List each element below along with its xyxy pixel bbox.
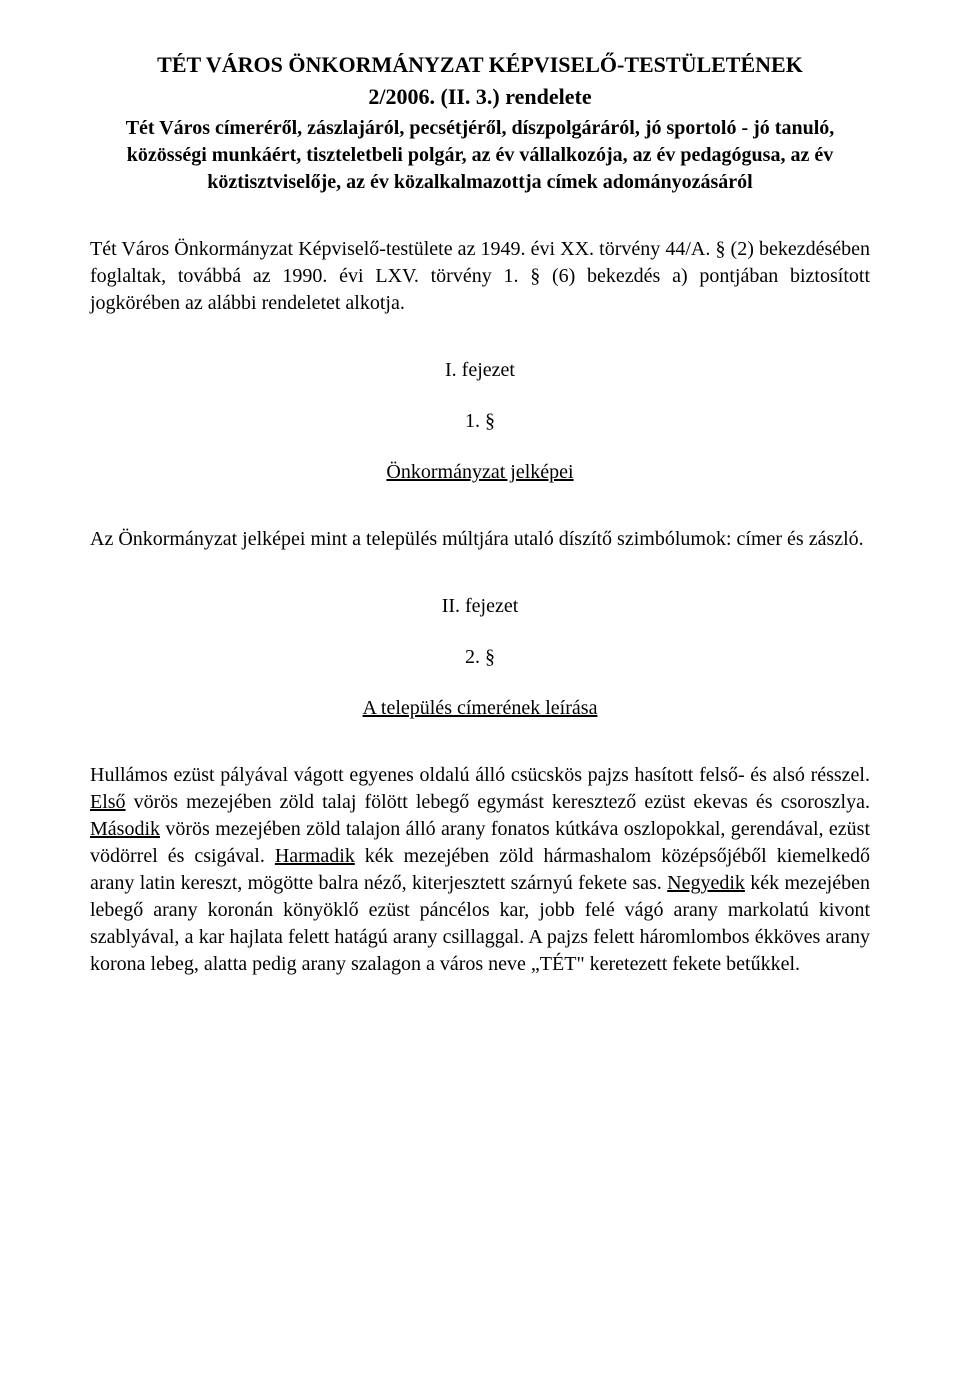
fourth-label: Negyedik: [667, 872, 745, 894]
document-title: TÉT VÁROS ÖNKORMÁNYZAT KÉPVISELŐ-TESTÜLE…: [90, 50, 870, 80]
chapter-2-heading: II. fejezet: [90, 593, 870, 620]
document-subtitle: 2/2006. (II. 3.) rendelete: [90, 82, 870, 112]
chapter-2-body: Hullámos ezüst pályával vágott egyenes o…: [90, 762, 870, 978]
second-label: Második: [90, 818, 160, 840]
section-2-number: 2. §: [90, 644, 870, 671]
first-label: Első: [90, 791, 126, 813]
third-label: Harmadik: [275, 845, 355, 867]
section-1-number: 1. §: [90, 408, 870, 435]
body-prefix: Hullámos ezüst pályával vágott egyenes o…: [90, 764, 870, 786]
document-description: Tét Város címeréről, zászlajáról, pecsét…: [90, 115, 870, 196]
section-1-title: Önkormányzat jelképei: [90, 459, 870, 486]
section-2-title: A település címerének leírása: [90, 695, 870, 722]
first-text: vörös mezejében zöld talaj fölött lebegő…: [126, 791, 870, 813]
intro-paragraph: Tét Város Önkormányzat Képviselő-testüle…: [90, 236, 870, 317]
chapter-1-body: Az Önkormányzat jelképei mint a települé…: [90, 526, 870, 553]
chapter-1-heading: I. fejezet: [90, 357, 870, 384]
